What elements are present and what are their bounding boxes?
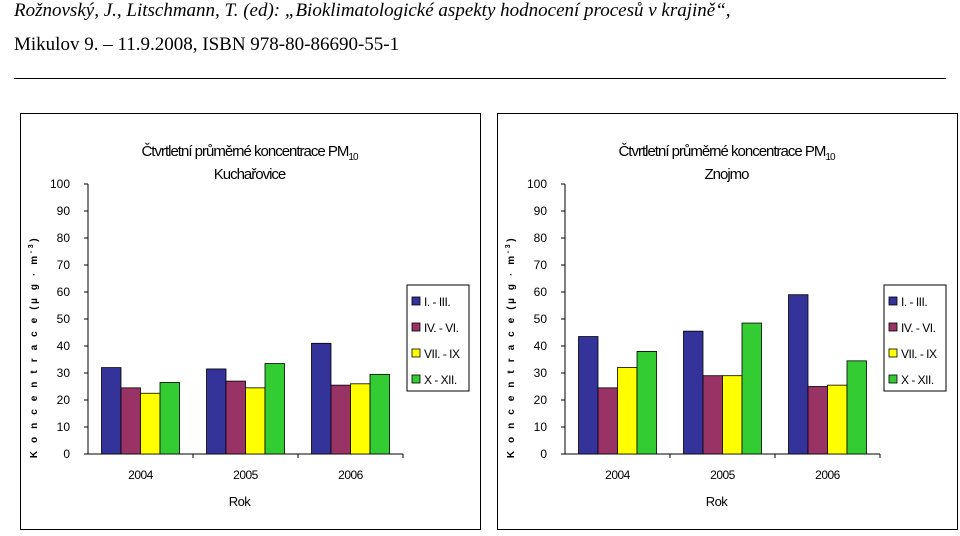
legend-swatch bbox=[411, 296, 421, 306]
legend-swatch bbox=[888, 296, 898, 306]
chart-subtitle: Znojmo bbox=[704, 166, 749, 183]
y-tick-label: 10 bbox=[57, 420, 71, 434]
legend-swatch bbox=[411, 374, 421, 384]
bar-2004-s2 bbox=[120, 387, 141, 455]
header-rule bbox=[14, 78, 946, 79]
bar-2005-s1 bbox=[206, 368, 227, 455]
y-axis-label: K o n c e n t r a c e (µ g · m-3) bbox=[505, 236, 517, 458]
bar-2004-s1 bbox=[578, 336, 599, 455]
y-tick-label: 60 bbox=[534, 285, 548, 299]
y-tick-label: 10 bbox=[534, 420, 548, 434]
y-tick-label: 100 bbox=[527, 177, 547, 191]
y-tick-label: 50 bbox=[534, 312, 548, 326]
x-tick-label: 2006 bbox=[815, 468, 841, 482]
y-axis-label-text: K o n c e n t r a c e (µ g · m bbox=[29, 253, 40, 458]
chart-title-subscript: 10 bbox=[348, 152, 359, 163]
bar-2004-s2 bbox=[597, 387, 618, 455]
legend-label: VII. - IX bbox=[424, 347, 460, 361]
x-tick-label: 2005 bbox=[710, 468, 736, 482]
bar-2005-s3 bbox=[722, 375, 743, 455]
chart-subtitle: Kuchařovice bbox=[214, 166, 286, 183]
y-tick-label: 0 bbox=[540, 447, 547, 461]
y-axis-label-close: ) bbox=[29, 236, 40, 242]
chart-znojmo: Čtvrtletní průměrné koncentrace PM10Znoj… bbox=[505, 143, 947, 509]
bar-2006-s3 bbox=[827, 384, 848, 455]
bar-2006-s2 bbox=[330, 384, 351, 455]
x-axis-label: Rok bbox=[706, 494, 729, 509]
bar-2006-s4 bbox=[369, 373, 390, 455]
bar-2006-s4 bbox=[846, 360, 867, 455]
bar-2004-s3 bbox=[140, 392, 161, 455]
bar-2004-s4 bbox=[159, 382, 180, 455]
chart-title-main: Čtvrtletní průměrné koncentrace PM bbox=[618, 143, 825, 160]
bar-2004-s1 bbox=[101, 367, 122, 455]
y-axis-label-text: K o n c e n t r a c e (µ g · m bbox=[506, 253, 517, 458]
x-tick-label: 2005 bbox=[233, 468, 259, 482]
legend-label: IV. - VI. bbox=[901, 321, 936, 335]
legend-label: X - XII. bbox=[901, 373, 934, 387]
bar-2005-s2 bbox=[225, 380, 246, 455]
y-tick-label: 40 bbox=[57, 339, 71, 353]
legend-swatch bbox=[411, 322, 421, 332]
bar-2004-s3 bbox=[617, 367, 638, 455]
y-axis-label-superscript: -3 bbox=[28, 242, 35, 253]
legend-label: X - XII. bbox=[424, 373, 457, 387]
y-axis-label: K o n c e n t r a c e (µ g · m-3) bbox=[28, 236, 40, 458]
y-tick-label: 90 bbox=[57, 204, 71, 218]
y-tick-label: 70 bbox=[534, 258, 548, 272]
y-tick-label: 50 bbox=[57, 312, 71, 326]
legend-swatch bbox=[888, 374, 898, 384]
bar-2005-s4 bbox=[741, 322, 762, 455]
chart-title: Čtvrtletní průměrné koncentrace PM10 bbox=[618, 143, 835, 163]
bar-2005-s3 bbox=[245, 387, 266, 455]
legend-swatch bbox=[888, 322, 898, 332]
y-axis-label-close: ) bbox=[506, 236, 517, 242]
y-tick-label: 60 bbox=[57, 285, 71, 299]
chart-kucharovice: Čtvrtletní průměrné koncentrace PM10Kuch… bbox=[28, 143, 470, 509]
legend-swatch bbox=[411, 348, 421, 358]
y-tick-label: 90 bbox=[534, 204, 548, 218]
y-tick-label: 40 bbox=[534, 339, 548, 353]
chart-title: Čtvrtletní průměrné koncentrace PM10 bbox=[141, 143, 358, 163]
bar-2005-s2 bbox=[702, 375, 723, 455]
y-tick-label: 20 bbox=[57, 393, 71, 407]
bar-2005-s1 bbox=[683, 330, 704, 455]
y-tick-label: 80 bbox=[534, 231, 548, 245]
legend-label: I. - III. bbox=[901, 295, 927, 309]
y-tick-label: 0 bbox=[63, 447, 70, 461]
y-tick-label: 100 bbox=[50, 177, 70, 191]
x-tick-label: 2006 bbox=[338, 468, 364, 482]
y-tick-label: 80 bbox=[57, 231, 71, 245]
legend-label: VII. - IX bbox=[901, 347, 937, 361]
x-axis-label: Rok bbox=[229, 494, 252, 509]
chart-panel-znojmo: Čtvrtletní průměrné koncentrace PM10 Znoj… bbox=[497, 113, 958, 530]
legend-swatch bbox=[888, 348, 898, 358]
citation-line: Rožnovský, J., Litschmann, T. (ed): „Bio… bbox=[14, 0, 731, 21]
chart-title-main: Čtvrtletní průměrné koncentrace PM bbox=[141, 143, 348, 160]
bar-2006-s2 bbox=[807, 386, 828, 455]
y-tick-label: 20 bbox=[534, 393, 548, 407]
x-tick-label: 2004 bbox=[605, 468, 631, 482]
citation-isbn-line: Mikulov 9. – 11.9.2008, ISBN 978-80-8669… bbox=[14, 34, 400, 55]
y-axis-label-superscript: -3 bbox=[505, 242, 512, 253]
x-tick-label: 2004 bbox=[128, 468, 154, 482]
chart-title-subscript: 10 bbox=[825, 152, 836, 163]
bar-2004-s4 bbox=[636, 350, 657, 455]
bar-2006-s1 bbox=[311, 342, 332, 455]
bar-2006-s1 bbox=[788, 294, 809, 455]
legend-label: I. - III. bbox=[424, 295, 450, 309]
legend-label: IV. - VI. bbox=[424, 321, 459, 335]
y-tick-label: 70 bbox=[57, 258, 71, 272]
bar-2006-s3 bbox=[350, 383, 371, 455]
y-tick-label: 30 bbox=[534, 366, 548, 380]
bar-2005-s4 bbox=[264, 363, 285, 455]
chart-panel-kucharovice: Čtvrtletní průměrné koncentrace PM10 Kuch… bbox=[20, 113, 481, 530]
y-tick-label: 30 bbox=[57, 366, 71, 380]
